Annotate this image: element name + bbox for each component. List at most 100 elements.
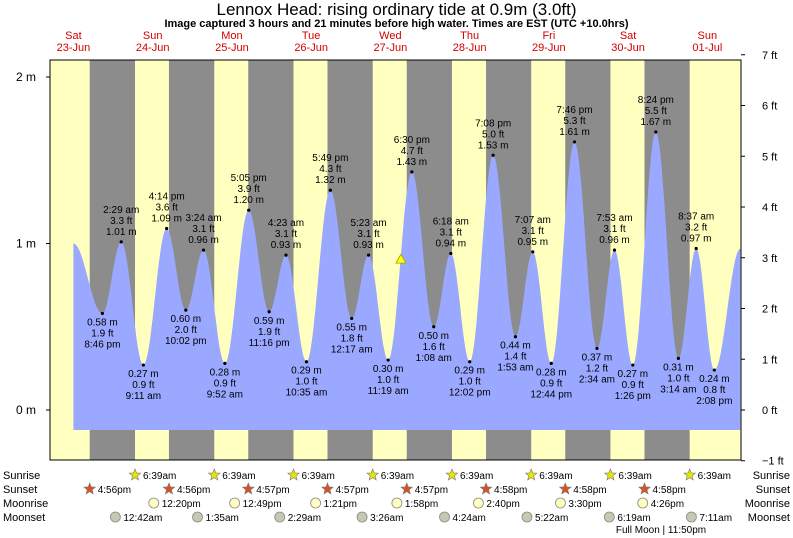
sunset-icon xyxy=(321,482,334,495)
sunrise-time-label: 6:39am xyxy=(539,471,572,482)
day-name-label: Sat xyxy=(65,30,82,42)
sunset-icon xyxy=(241,482,255,495)
tide-ft-label: 1.8 ft xyxy=(341,333,363,344)
tide-ft-label: 3.1 ft xyxy=(275,229,297,240)
right-tick-label: −1 ft xyxy=(762,456,784,468)
left-tick-label: 0 m xyxy=(16,403,36,417)
tide-m-label: 1.20 m xyxy=(233,195,264,206)
tide-time-label: 11:16 pm xyxy=(249,338,290,349)
tide-ft-label: 1.6 ft xyxy=(423,342,445,353)
sunset-time-label: 4:58pm xyxy=(573,485,606,496)
sunrise-row-label-right: Sunrise xyxy=(753,470,790,482)
tide-time-label: 2:29 am xyxy=(103,205,139,216)
sunset-icon xyxy=(638,482,651,495)
tide-extreme-point xyxy=(595,346,599,350)
tide-m-label: 0.28 m xyxy=(536,367,567,378)
tide-extreme-point xyxy=(350,316,354,321)
tide-time-label: 1:08 am xyxy=(416,353,452,364)
sunrise-icon xyxy=(287,468,300,481)
tide-extreme-point xyxy=(141,363,145,367)
moonrise-icon xyxy=(229,497,241,509)
tide-extreme-point xyxy=(284,253,288,257)
chart-title: Lennox Head: rising ordinary tide at 0.9… xyxy=(216,0,577,19)
current-tide-marker xyxy=(395,253,407,264)
tide-m-label: 0.97 m xyxy=(681,233,712,244)
moonset-icon xyxy=(439,511,450,523)
tide-m-label: 0.94 m xyxy=(436,238,467,249)
sunrise-icon xyxy=(366,468,380,481)
tide-m-label: 1.53 m xyxy=(478,140,509,151)
moonset-icon xyxy=(603,511,615,523)
tide-time-label: 2:34 am xyxy=(579,374,615,385)
tide-m-label: 1.32 m xyxy=(315,175,346,186)
sunset-time-label: 4:56pm xyxy=(98,485,131,496)
tide-m-label: 0.59 m xyxy=(254,316,285,327)
moonrise-time-label: 4:26pm xyxy=(651,499,684,510)
tide-ft-label: 0.9 ft xyxy=(214,378,236,389)
tide-extreme-point xyxy=(304,360,309,364)
tide-time-label: 4:23 am xyxy=(268,218,304,229)
tide-ft-label: 3.2 ft xyxy=(685,222,707,233)
tide-extreme-point xyxy=(410,170,414,174)
sunrise-icon xyxy=(128,468,142,481)
moonrise-time-label: 12:49pm xyxy=(243,499,282,510)
tide-time-label: 10:35 am xyxy=(286,388,328,399)
tide-extreme-point xyxy=(328,188,332,192)
moonset-row-label-left: Moonset xyxy=(3,512,45,524)
left-tick-label: 2 m xyxy=(16,70,36,84)
tide-time-label: 1:26 pm xyxy=(615,391,651,402)
tide-extreme-point xyxy=(201,248,206,252)
tide-ft-label: 2.0 ft xyxy=(175,325,197,336)
tide-ft-label: 5.3 ft xyxy=(563,116,585,127)
tide-extreme-point xyxy=(468,360,472,364)
tide-extreme-point xyxy=(223,361,227,365)
tide-m-label: 0.27 m xyxy=(618,369,649,380)
moonset-time-label: 2:29am xyxy=(288,513,321,524)
sunset-time-label: 4:57pm xyxy=(335,485,368,496)
sunset-time-label: 4:57pm xyxy=(415,485,448,496)
day-name-label: Sun xyxy=(698,30,718,42)
tide-ft-label: 0.9 ft xyxy=(132,380,154,391)
tide-m-label: 0.50 m xyxy=(418,331,449,342)
sunset-icon xyxy=(162,482,176,495)
moonset-icon xyxy=(521,511,533,523)
right-tick-label: 4 ft xyxy=(762,202,777,214)
moonset-row-label-right: Moonset xyxy=(748,512,790,524)
tide-m-label: 0.29 m xyxy=(291,366,322,377)
moonrise-icon xyxy=(473,497,484,509)
right-tick-label: 3 ft xyxy=(762,253,777,265)
chart-subtitle: Image captured 3 hours and 21 minutes be… xyxy=(164,18,629,30)
tide-m-label: 0.58 m xyxy=(87,317,118,328)
tide-m-label: 0.44 m xyxy=(500,341,531,352)
tide-time-label: 9:11 am xyxy=(126,391,161,402)
tide-time-label: 3:24 am xyxy=(185,213,221,224)
tide-ft-label: 3.1 ft xyxy=(192,224,214,235)
tide-time-label: 3:14 am xyxy=(660,384,696,395)
moonrise-icon xyxy=(148,497,160,509)
moonset-time-label: 12:42am xyxy=(123,513,162,524)
tide-ft-label: 5.5 ft xyxy=(645,106,667,117)
day-date-label: 29-Jun xyxy=(532,42,566,54)
tide-m-label: 0.29 m xyxy=(454,366,485,377)
day-date-label: 23-Jun xyxy=(57,42,91,54)
tide-extreme-point xyxy=(631,363,635,367)
tide-m-label: 1.09 m xyxy=(151,214,182,225)
tide-ft-label: 1.0 ft xyxy=(459,377,481,388)
tide-m-label: 0.37 m xyxy=(582,352,613,363)
day-name-label: Thu xyxy=(460,30,479,42)
moonrise-icon xyxy=(310,497,322,509)
moonset-time-label: 3:26am xyxy=(370,513,403,524)
moonrise-time-label: 1:21pm xyxy=(324,499,357,510)
day-date-label: 01-Jul xyxy=(692,42,722,54)
sunrise-icon xyxy=(603,468,617,481)
moonset-time-label: 4:24am xyxy=(453,513,486,524)
sunrise-time-label: 6:39am xyxy=(460,471,493,482)
tide-m-label: 0.30 m xyxy=(373,364,404,375)
tide-time-label: 12:17 am xyxy=(331,344,373,355)
day-date-label: 25-Jun xyxy=(215,42,249,54)
sunrise-time-label: 6:39am xyxy=(698,471,731,482)
sunset-icon xyxy=(479,482,493,495)
tide-m-label: 0.95 m xyxy=(517,237,548,248)
tide-time-label: 1:53 am xyxy=(497,363,533,374)
